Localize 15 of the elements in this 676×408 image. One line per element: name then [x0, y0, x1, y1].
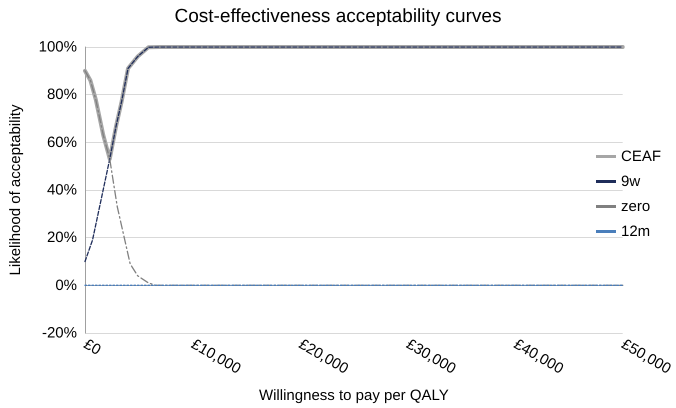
- legend-label: 9w: [620, 173, 640, 190]
- y-tick-label: 60%: [46, 134, 77, 151]
- legend-label: zero: [620, 198, 650, 215]
- x-axis-title: Willingness to pay per QALY: [258, 387, 449, 404]
- x-tick-label: £0: [80, 336, 104, 359]
- y-tick-label: 0%: [55, 276, 77, 294]
- y-tick-label: 100%: [38, 38, 77, 56]
- legend-label: CEAF: [620, 148, 662, 165]
- y-tick-label: 40%: [46, 182, 77, 198]
- legend-label: 12m: [620, 223, 650, 240]
- y-tick-label: 80%: [46, 86, 77, 104]
- y-tick-label: 20%: [46, 229, 77, 246]
- y-axis-title: Likelihood of acceptability: [7, 104, 24, 276]
- y-tick-label: -20%: [42, 324, 77, 342]
- chart-title: Cost-effectiveness acceptability curves: [174, 6, 502, 27]
